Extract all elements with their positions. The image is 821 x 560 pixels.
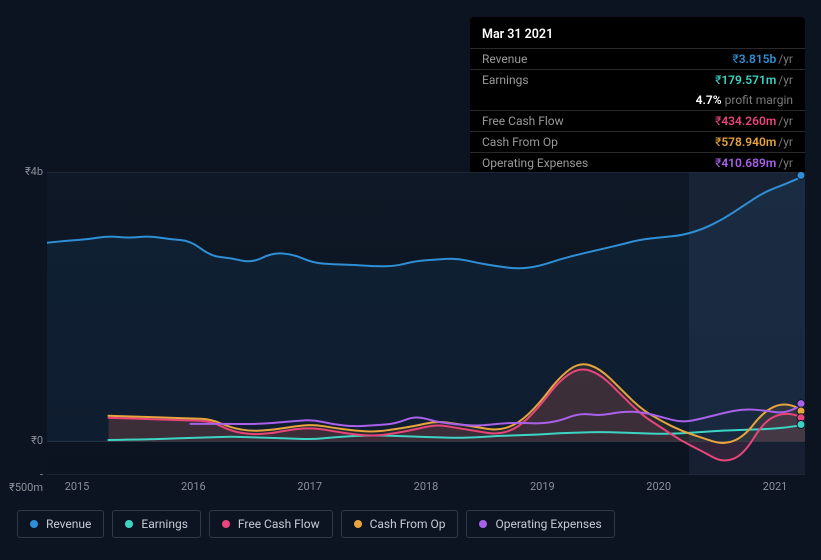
tooltip-value: ₹578.940m/yr <box>715 135 793 149</box>
chart-plot-area[interactable] <box>47 172 805 475</box>
legend-dot-icon <box>125 520 133 528</box>
y-axis-tick: -₹500m <box>9 468 43 494</box>
legend-item-operating-expenses[interactable]: Operating Expenses <box>466 510 614 538</box>
x-axis-tick: 2018 <box>414 480 439 493</box>
x-axis-tick: 2015 <box>65 480 90 493</box>
legend-item-earnings[interactable]: Earnings <box>112 510 201 538</box>
tooltip-row: Revenue ₹3.815b/yr <box>470 48 805 69</box>
legend-label: Revenue <box>46 517 91 531</box>
legend-item-revenue[interactable]: Revenue <box>17 510 104 538</box>
tooltip-row: Cash From Op ₹578.940m/yr <box>470 131 805 152</box>
x-axis-tick: 2019 <box>530 480 555 493</box>
tooltip-label: Cash From Op <box>482 135 558 149</box>
legend-label: Earnings <box>141 517 188 531</box>
x-axis-tick: 2021 <box>763 480 788 493</box>
chart-lines <box>47 172 805 475</box>
y-axis-tick: ₹0 <box>31 434 43 447</box>
tooltip-value: ₹3.815b/yr <box>732 52 793 66</box>
legend-dot-icon <box>30 520 38 528</box>
x-axis-tick: 2016 <box>181 480 206 493</box>
legend-label: Free Cash Flow <box>238 517 320 531</box>
tooltip-value: ₹179.571m/yr <box>715 73 793 87</box>
tooltip-value: ₹434.260m/yr <box>715 114 793 128</box>
tooltip-row: Free Cash Flow ₹434.260m/yr <box>470 110 805 131</box>
legend-label: Operating Expenses <box>495 517 601 531</box>
legend-item-free-cash-flow[interactable]: Free Cash Flow <box>209 510 333 538</box>
tooltip-label-blank <box>482 93 485 107</box>
chart-legend: Revenue Earnings Free Cash Flow Cash From O… <box>17 510 615 538</box>
tooltip-row: Earnings ₹179.571m/yr <box>470 69 805 90</box>
legend-dot-icon <box>479 520 487 528</box>
financial-chart: ₹4b₹0-₹500m <box>17 155 805 475</box>
legend-label: Cash From Op <box>370 517 446 531</box>
legend-dot-icon <box>354 520 362 528</box>
tooltip-label: Free Cash Flow <box>482 114 564 128</box>
tooltip-label: Revenue <box>482 52 527 66</box>
y-axis-tick: ₹4b <box>25 165 43 178</box>
tooltip-profit-margin: 4.7% profit margin <box>696 93 793 107</box>
x-axis-tick: 2017 <box>297 480 322 493</box>
tooltip-date: Mar 31 2021 <box>470 25 805 48</box>
legend-item-cash-from-op[interactable]: Cash From Op <box>341 510 459 538</box>
x-axis-tick: 2020 <box>646 480 671 493</box>
tooltip-label: Earnings <box>482 73 529 87</box>
tooltip-row: 4.7% profit margin <box>470 90 805 110</box>
legend-dot-icon <box>222 520 230 528</box>
